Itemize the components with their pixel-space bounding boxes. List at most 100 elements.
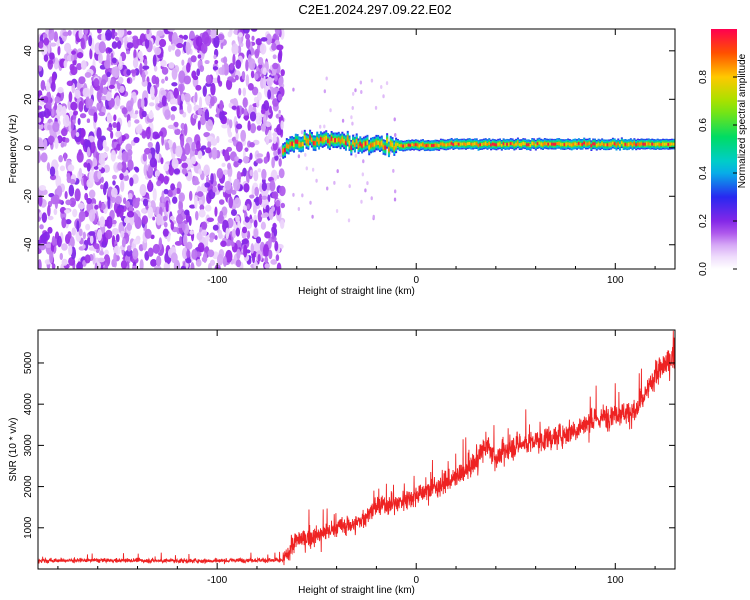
heatmap-noise-cell (215, 190, 220, 195)
heatmap-xlabel: Height of straight line (km) (298, 286, 415, 297)
heatmap-signal-cell (405, 143, 408, 147)
heatmap-noise-cell (150, 259, 158, 267)
heatmap-signal-cell (423, 144, 426, 148)
heatmap-noise-cell (257, 209, 263, 223)
heatmap-noise-cell (220, 240, 227, 247)
heatmap-noise-cell (115, 207, 122, 215)
heatmap-signal-cell (536, 142, 539, 146)
heatmap-noise-cell (120, 180, 125, 192)
heatmap-noise-cell (106, 114, 113, 124)
heatmap-signal-cell (540, 142, 543, 146)
heatmap-noise-cell (144, 228, 152, 239)
heatmap-noise-cell (207, 140, 212, 148)
heatmap-noise-cell (69, 178, 76, 185)
heatmap-noise-cell (38, 195, 43, 207)
heatmap-noise-cell (114, 36, 120, 41)
heatmap-noise-cell (251, 185, 255, 198)
heatmap-noise-cell (38, 65, 42, 72)
heatmap-noise-cell (40, 79, 46, 91)
heatmap-noise-cell (111, 41, 118, 49)
heatmap-noise-cell (205, 74, 212, 85)
heatmap-noise-cell (201, 221, 208, 230)
heatmap-noise-cell (241, 226, 248, 234)
heatmap-noise-cell (276, 44, 284, 51)
heatmap-noise-cell (241, 238, 249, 245)
heatmap-noise-cell (181, 167, 188, 175)
heatmap-signal-cell (292, 142, 295, 147)
heatmap-noise-cell (112, 121, 118, 129)
heatmap-noise-cell (142, 198, 149, 207)
heatmap-noise-cell (250, 243, 255, 254)
heatmap-noise-cell (235, 131, 239, 141)
heatmap-noise-cell (121, 237, 126, 248)
heatmap-signal-cell (413, 143, 416, 147)
heatmap-noise-cell (185, 41, 191, 55)
heatmap-signal-cell (565, 142, 568, 146)
heatmap-signal-cell (604, 143, 607, 147)
heatmap-noise-cell (46, 162, 51, 172)
x-tick-label: 100 (607, 575, 624, 586)
heatmap-signal-cell (396, 142, 399, 146)
heatmap-signal-cell (307, 139, 310, 145)
heatmap-noise-cell (72, 208, 78, 218)
heatmap-noise-cell (268, 105, 272, 114)
heatmap-noise-cell (261, 195, 268, 200)
heatmap-noise-cell (62, 114, 70, 128)
heatmap-sparse-cell (351, 121, 354, 126)
heatmap-sparse-cell (301, 193, 304, 198)
heatmap-noise-cell (87, 98, 94, 107)
heatmap-noise-cell (71, 227, 77, 236)
heatmap-noise-cell (275, 199, 281, 207)
heatmap-noise-cell (141, 71, 146, 83)
heatmap-noise-cell (212, 224, 219, 231)
heatmap-noise-cell (217, 74, 221, 84)
heatmap-signal-cell (461, 142, 464, 146)
heatmap-signal-cell (429, 144, 432, 148)
heatmap-noise-cell (264, 263, 271, 269)
heatmap-noise-cell (205, 119, 214, 132)
heatmap-signal-cell (534, 143, 537, 147)
heatmap-signal-cell (516, 141, 519, 145)
heatmap-noise-cell (220, 41, 224, 50)
heatmap-signal-cell (319, 136, 322, 142)
heatmap-noise-cell (152, 216, 156, 221)
heatmap-noise-cell (219, 109, 225, 122)
heatmap-noise-cell (149, 157, 158, 168)
heatmap-noise-cell (265, 204, 270, 213)
heatmap-signal-cell (285, 143, 288, 149)
heatmap-noise-cell (68, 245, 73, 256)
heatmap-noise-cell (176, 42, 184, 49)
heatmap-noise-cell (194, 91, 198, 103)
heatmap-noise-cell (202, 111, 206, 118)
heatmap-noise-cell (198, 96, 203, 109)
heatmap-noise-cell (278, 168, 285, 179)
heatmap-noise-cell (52, 121, 60, 133)
heatmap-signal-cell (343, 139, 346, 144)
heatmap-noise-cell (205, 147, 212, 154)
heatmap-noise-cell (38, 40, 44, 49)
heatmap-noise-cell (234, 74, 239, 81)
heatmap-noise-cell (170, 183, 176, 191)
heatmap-signal-cell (353, 142, 356, 147)
heatmap-noise-cell (85, 223, 91, 231)
heatmap-noise-cell (49, 52, 55, 60)
heatmap-noise-cell (80, 60, 87, 70)
x-tick-label: 0 (413, 275, 419, 286)
heatmap-noise-cell (197, 107, 203, 116)
heatmap-signal-cell (303, 135, 306, 140)
snr-series-line (38, 330, 675, 566)
heatmap-noise-cell (204, 60, 210, 65)
heatmap-noise-cell (124, 254, 131, 264)
heatmap-noise-cell (107, 196, 111, 210)
heatmap-signal-cell (576, 142, 579, 146)
heatmap-noise-cell (203, 164, 211, 176)
heatmap-signal-cell (547, 142, 550, 146)
heatmap-noise-cell (132, 35, 139, 41)
heatmap-noise-cell (169, 215, 175, 221)
heatmap-signal-cell (457, 142, 460, 146)
heatmap-noise-cell (198, 199, 203, 206)
heatmap-signal-cell (640, 142, 643, 146)
heatmap-signal-cell (482, 142, 485, 146)
heatmap-noise-cell (54, 137, 59, 150)
heatmap-signal-cell (468, 141, 471, 145)
